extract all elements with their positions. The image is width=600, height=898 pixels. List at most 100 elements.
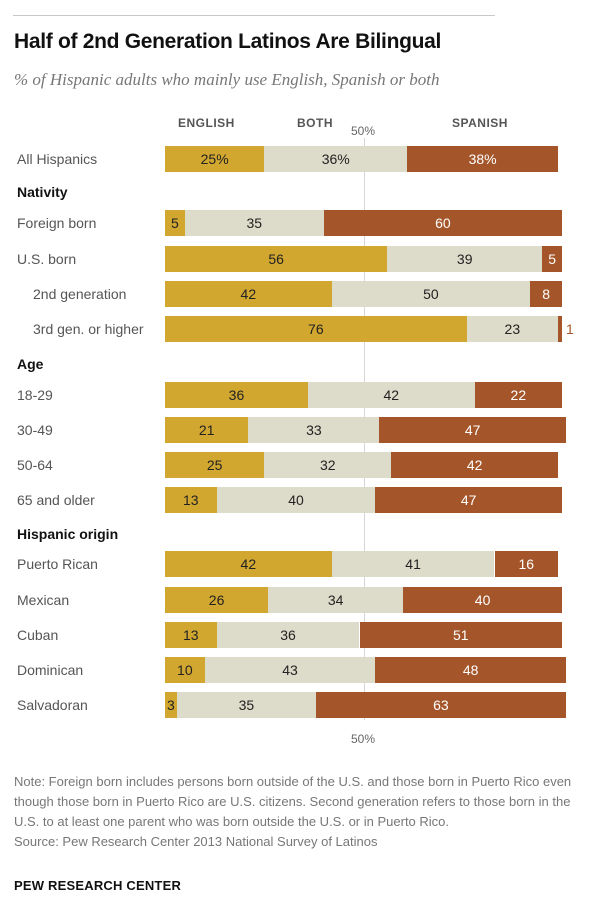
bar-segment-both: 36 xyxy=(216,622,360,648)
data-label: 42 xyxy=(240,556,257,572)
row-label: Mexican xyxy=(17,592,70,608)
data-label: 3 xyxy=(167,697,175,713)
bar-segment-both: 43 xyxy=(204,657,376,683)
bar-segment-spanish: 47 xyxy=(379,417,566,443)
bar-segment-english: 42 xyxy=(165,551,332,577)
bar-segment-english: 13 xyxy=(165,622,217,648)
bar-segment-english: 5 xyxy=(165,210,185,236)
row-label: 2nd generation xyxy=(33,286,127,302)
data-label: 5 xyxy=(171,215,179,231)
row-label: Salvadoran xyxy=(17,697,88,713)
row-label: U.S. born xyxy=(17,251,77,267)
data-label: 10 xyxy=(177,662,193,678)
bar-segment-both: 32 xyxy=(264,452,392,478)
bar-segment-spanish: 38% xyxy=(407,146,559,172)
bar-segment-spanish: 63 xyxy=(315,692,566,718)
bar-segment-english: 76 xyxy=(165,316,467,342)
data-label: 42 xyxy=(240,286,257,302)
data-label: 51 xyxy=(452,627,469,643)
data-label: 35 xyxy=(246,215,263,231)
bar-segment-english: 3 xyxy=(165,692,177,718)
data-label: 36 xyxy=(280,627,296,643)
bar-segment-both: 34 xyxy=(268,587,404,613)
data-label: 43 xyxy=(282,662,298,678)
data-label: 42 xyxy=(466,457,483,473)
row-label: Dominican xyxy=(17,662,84,678)
data-label: 48 xyxy=(462,662,479,678)
section-label: Nativity xyxy=(17,184,68,200)
data-label: 26 xyxy=(208,592,225,608)
bar-segment-english: 26 xyxy=(165,587,269,613)
chart-title: Half of 2nd Generation Latinos Are Bilin… xyxy=(14,30,442,53)
bar-segment-english: 21 xyxy=(165,417,249,443)
row-label: 30-49 xyxy=(17,422,53,438)
data-label: 1 xyxy=(566,321,574,337)
bar-segment-english: 10 xyxy=(165,657,205,683)
bar-segment-spanish: 8 xyxy=(530,281,562,307)
top-rule xyxy=(13,15,495,16)
data-label: 16 xyxy=(518,556,535,572)
data-label: 13 xyxy=(183,627,199,643)
bar-segment-both: 33 xyxy=(248,417,380,443)
row-label: Puerto Rican xyxy=(17,556,98,572)
bar-segment-spanish: 5 xyxy=(542,246,563,272)
footnote: Note: Foreign born includes persons born… xyxy=(14,772,594,852)
bar-segment-english: 56 xyxy=(165,246,388,272)
bar-segment-spanish: 60 xyxy=(323,210,562,236)
bar-segment-both: 41 xyxy=(331,551,495,577)
bar-segment-spanish xyxy=(558,316,562,342)
row-label: Cuban xyxy=(17,627,59,643)
data-label: 36 xyxy=(228,387,245,403)
row-label: 18-29 xyxy=(17,387,53,403)
data-label: 25 xyxy=(206,457,223,473)
data-label: 56 xyxy=(268,251,284,267)
bar-segment-english: 42 xyxy=(165,281,332,307)
legend-spanish: SPANISH xyxy=(452,116,508,130)
bar-segment-spanish: 22 xyxy=(474,382,562,408)
bar-segment-english: 36 xyxy=(165,382,308,408)
data-label: 76 xyxy=(308,321,324,337)
data-label: 36% xyxy=(321,151,350,167)
brand-logo-text: PEW RESEARCH CENTER xyxy=(14,878,182,893)
data-label: 50 xyxy=(423,286,439,302)
row-label: 65 and older xyxy=(17,492,95,508)
data-label: 8 xyxy=(542,286,550,302)
bar-segment-english: 13 xyxy=(165,487,217,513)
reference-label-top: 50% xyxy=(351,124,376,138)
bar-segment-spanish: 51 xyxy=(359,622,562,648)
data-label: 47 xyxy=(460,492,477,508)
bar-segment-both: 50 xyxy=(331,281,531,307)
row-label: 50-64 xyxy=(17,457,53,473)
reference-label-bottom: 50% xyxy=(351,732,376,746)
data-label: 32 xyxy=(320,457,336,473)
bar-segment-both: 35 xyxy=(184,210,324,236)
row-label: 3rd gen. or higher xyxy=(33,321,144,337)
bar-segment-spanish: 40 xyxy=(403,587,562,613)
bar-segment-spanish: 48 xyxy=(375,657,566,683)
bar-segment-both: 39 xyxy=(387,246,543,272)
bar-segment-both: 23 xyxy=(466,316,558,342)
data-label: 47 xyxy=(464,422,481,438)
bar-segment-english: 25 xyxy=(165,452,265,478)
row-label: All Hispanics xyxy=(17,151,98,167)
section-label: Hispanic origin xyxy=(17,526,119,542)
row-label: Foreign born xyxy=(17,215,97,231)
data-label: 5 xyxy=(548,251,557,267)
data-label: 34 xyxy=(327,592,344,608)
bar-segment-both: 42 xyxy=(307,382,475,408)
data-label: 23 xyxy=(504,321,521,337)
data-label: 60 xyxy=(435,215,451,231)
data-label: 21 xyxy=(198,422,215,438)
data-label: 42 xyxy=(383,387,400,403)
data-label: 39 xyxy=(456,251,473,267)
data-label: 41 xyxy=(405,556,421,572)
legend-both: BOTH xyxy=(297,116,333,130)
bar-segment-both: 36% xyxy=(264,146,408,172)
data-label: 22 xyxy=(510,387,527,403)
bar-segment-spanish: 16 xyxy=(494,551,558,577)
bar-segment-both: 35 xyxy=(176,692,316,718)
legend-english: ENGLISH xyxy=(178,116,235,130)
note-text: Note: Foreign born includes persons born… xyxy=(14,774,572,829)
data-label: 63 xyxy=(433,697,449,713)
data-label: 13 xyxy=(183,492,199,508)
